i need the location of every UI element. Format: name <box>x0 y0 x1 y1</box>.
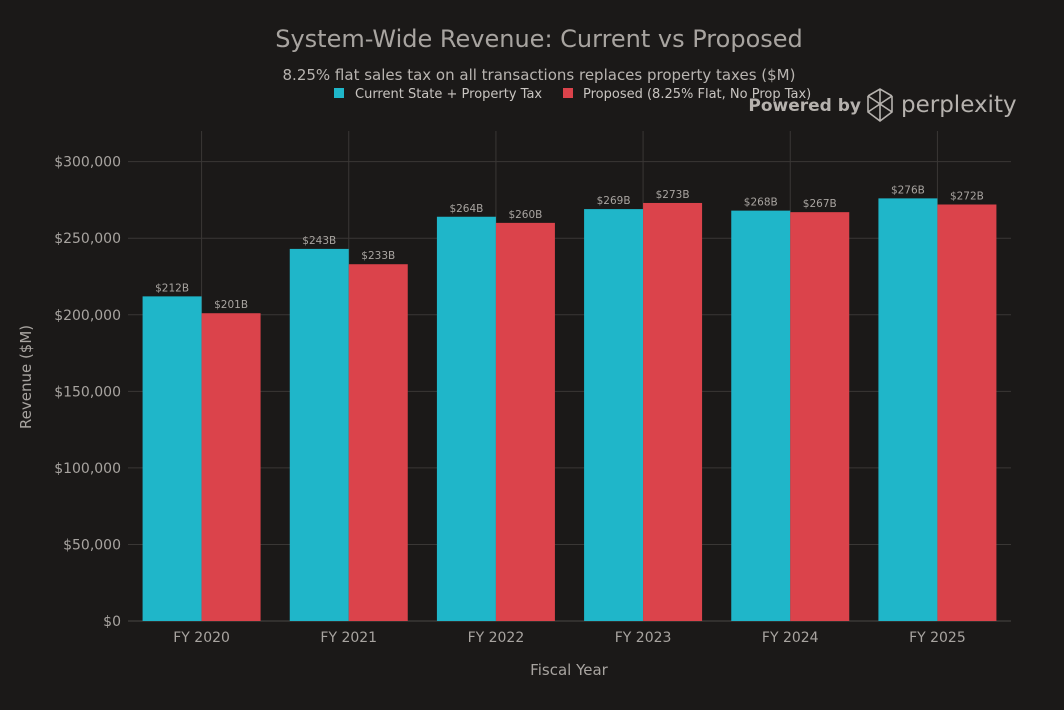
bar-proposed <box>495 222 555 621</box>
bar-proposed <box>937 204 997 621</box>
y-tick-label: $100,000 <box>54 461 121 477</box>
x-tick-label: FY 2023 <box>615 630 672 646</box>
y-tick-label: $0 <box>103 614 121 630</box>
brand-name: perplexity <box>901 92 1017 118</box>
bar-current <box>142 296 202 621</box>
x-tick-label: FY 2020 <box>173 630 230 646</box>
x-tick-label: FY 2022 <box>468 630 525 646</box>
chart-subtitle: 8.25% flat sales tax on all transactions… <box>283 66 796 84</box>
y-tick-label: $150,000 <box>54 384 121 400</box>
bar-proposed <box>790 212 850 621</box>
bars <box>142 198 997 621</box>
bar-data-label: $272B <box>950 191 984 203</box>
bar-data-label: $269B <box>597 195 631 207</box>
y-axis-ticks: $0 $50,000 $100,000 $150,000 $200,000 $250,00… <box>54 155 121 630</box>
y-tick-label: $200,000 <box>54 308 121 324</box>
x-tick-label: FY 2025 <box>909 630 966 646</box>
bar-current <box>878 198 938 621</box>
bar-data-label: $260B <box>508 209 542 221</box>
bar-current <box>584 209 644 621</box>
x-axis-title: Fiscal Year <box>530 661 608 679</box>
bar-data-label: $268B <box>744 197 778 209</box>
bar-data-label: $233B <box>361 250 395 262</box>
bar-proposed <box>348 264 408 621</box>
bar-current <box>731 210 791 621</box>
x-tick-label: FY 2021 <box>320 630 377 646</box>
bar-labels: $212B $201B $243B $233B $264B $260B $269B $273B… <box>155 184 984 311</box>
bar-data-label: $243B <box>302 235 336 247</box>
bar-data-label: $212B <box>155 282 189 294</box>
y-axis-title: Revenue ($M) <box>17 325 35 429</box>
y-tick-label: $50,000 <box>63 537 121 553</box>
bar-data-label: $264B <box>449 203 483 215</box>
legend-label-proposed: Proposed (8.25% Flat, No Prop Tax) <box>583 87 811 102</box>
legend: Current State + Property Tax Proposed (8… <box>334 87 811 102</box>
bar-data-label: $201B <box>214 299 248 311</box>
branding: Powered by perplexity <box>748 88 1017 122</box>
x-tick-label: FY 2024 <box>762 630 819 646</box>
bar-data-label: $276B <box>891 184 925 196</box>
legend-swatch-current <box>334 88 344 98</box>
legend-swatch-proposed <box>563 88 573 98</box>
chart-title: System-Wide Revenue: Current vs Proposed <box>275 25 803 53</box>
y-tick-label: $300,000 <box>54 155 121 171</box>
bar-proposed <box>643 202 703 621</box>
powered-by-text: Powered by <box>748 96 861 116</box>
bar-data-label: $273B <box>656 189 690 201</box>
perplexity-logo-icon <box>867 88 893 122</box>
bar-current <box>289 248 349 621</box>
y-tick-label: $250,000 <box>54 231 121 247</box>
bar-data-label: $267B <box>803 198 837 210</box>
bar-current <box>436 216 496 621</box>
legend-label-current: Current State + Property Tax <box>355 87 542 102</box>
x-axis-ticks: FY 2020 FY 2021 FY 2022 FY 2023 FY 2024 FY 20… <box>173 630 966 646</box>
bar-proposed <box>201 313 261 621</box>
